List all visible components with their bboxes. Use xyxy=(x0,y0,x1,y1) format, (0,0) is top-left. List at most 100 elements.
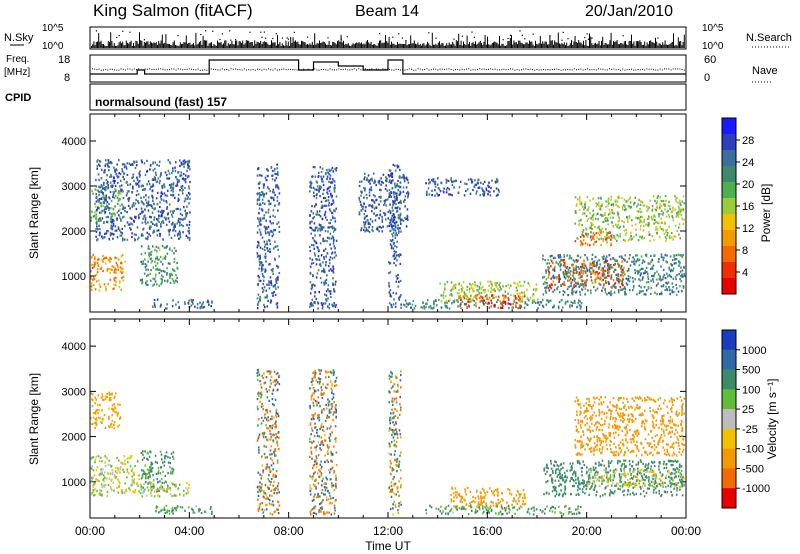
data-cell xyxy=(111,478,113,481)
data-cell xyxy=(316,246,319,249)
data-cell xyxy=(122,216,124,219)
noise-bar xyxy=(567,46,569,48)
data-cell xyxy=(595,265,598,268)
data-cell xyxy=(570,263,573,266)
data-cell xyxy=(407,303,409,306)
noise-bar xyxy=(538,43,540,48)
data-cell xyxy=(146,159,148,162)
data-cell xyxy=(396,277,399,280)
data-cell xyxy=(576,203,578,206)
data-cell xyxy=(674,235,677,238)
data-cell xyxy=(368,204,370,207)
noise-bar xyxy=(189,42,191,48)
data-cell xyxy=(362,208,364,211)
data-cell xyxy=(258,203,261,207)
data-cell xyxy=(272,294,274,297)
data-cell xyxy=(400,199,402,202)
data-cell xyxy=(362,228,365,231)
data-cell xyxy=(590,273,592,276)
data-cell xyxy=(619,286,622,289)
data-cell xyxy=(116,163,118,166)
data-cell xyxy=(449,294,451,297)
data-cell xyxy=(665,285,667,288)
data-cell xyxy=(323,249,326,252)
noise-bar xyxy=(255,44,257,48)
noise-bar xyxy=(206,40,208,48)
nave-point xyxy=(129,68,131,70)
data-cell xyxy=(395,202,397,205)
data-cell xyxy=(332,271,335,274)
data-cell xyxy=(560,284,562,287)
data-cell xyxy=(115,280,117,283)
data-cell xyxy=(600,229,603,232)
data-cell xyxy=(450,178,452,181)
data-cell xyxy=(147,204,149,207)
data-cell xyxy=(537,298,539,301)
data-cell xyxy=(669,235,671,238)
data-cell xyxy=(263,195,265,198)
data-cell xyxy=(325,263,327,266)
data-cell xyxy=(318,210,321,213)
data-cell xyxy=(332,305,334,308)
data-cell xyxy=(327,230,329,233)
data-cell xyxy=(597,273,599,276)
data-cell xyxy=(271,174,273,177)
data-cell xyxy=(368,194,371,197)
data-cell xyxy=(608,263,610,266)
noise-bar xyxy=(93,41,95,48)
data-cell xyxy=(330,194,332,197)
data-cell xyxy=(482,301,484,304)
data-cell xyxy=(389,211,392,215)
data-cell xyxy=(396,209,399,212)
data-cell xyxy=(126,192,129,195)
data-cell xyxy=(91,456,93,459)
data-cell xyxy=(363,196,365,199)
noise-bar xyxy=(634,45,636,48)
noise-bar xyxy=(406,45,408,48)
data-cell xyxy=(132,219,135,222)
data-cell xyxy=(392,179,394,182)
data-cell xyxy=(131,176,133,180)
data-cell xyxy=(323,204,325,207)
data-cell xyxy=(599,206,601,209)
data-cell xyxy=(629,264,632,267)
data-cell xyxy=(611,286,613,289)
data-cell xyxy=(479,194,482,197)
nave-point xyxy=(609,68,610,70)
data-cell xyxy=(140,245,143,248)
data-cell xyxy=(321,226,324,229)
data-cell xyxy=(596,212,599,215)
nave-point xyxy=(224,69,225,71)
data-cell xyxy=(167,189,169,192)
data-cell xyxy=(624,205,626,208)
data-cell xyxy=(316,210,319,213)
data-cell xyxy=(102,192,104,195)
noise-bar xyxy=(302,41,304,48)
data-cell xyxy=(669,255,672,258)
data-cell xyxy=(366,219,369,222)
data-cell xyxy=(662,278,664,281)
data-cell xyxy=(617,212,619,215)
data-cell xyxy=(173,227,175,231)
data-cell xyxy=(175,274,177,277)
data-cell xyxy=(268,263,270,266)
data-cell xyxy=(156,255,158,258)
data-cell xyxy=(500,306,502,309)
noise-bar xyxy=(209,42,211,48)
noise-tick-bottom-left: 10^0 xyxy=(42,41,64,52)
data-cell xyxy=(173,281,176,284)
data-cell xyxy=(483,190,485,193)
data-cell xyxy=(170,272,173,275)
noise-bar xyxy=(418,45,420,48)
data-cell xyxy=(328,303,331,306)
nave-point xyxy=(254,69,256,71)
noise-bar xyxy=(261,44,263,48)
data-cell xyxy=(399,262,402,265)
data-cell xyxy=(157,219,159,222)
noise-bar xyxy=(419,44,421,48)
noise-bar xyxy=(434,44,436,48)
data-cell xyxy=(162,238,164,241)
data-cell xyxy=(263,248,266,252)
colorbar-tick-label: 16 xyxy=(742,201,754,213)
data-cell xyxy=(547,286,550,290)
